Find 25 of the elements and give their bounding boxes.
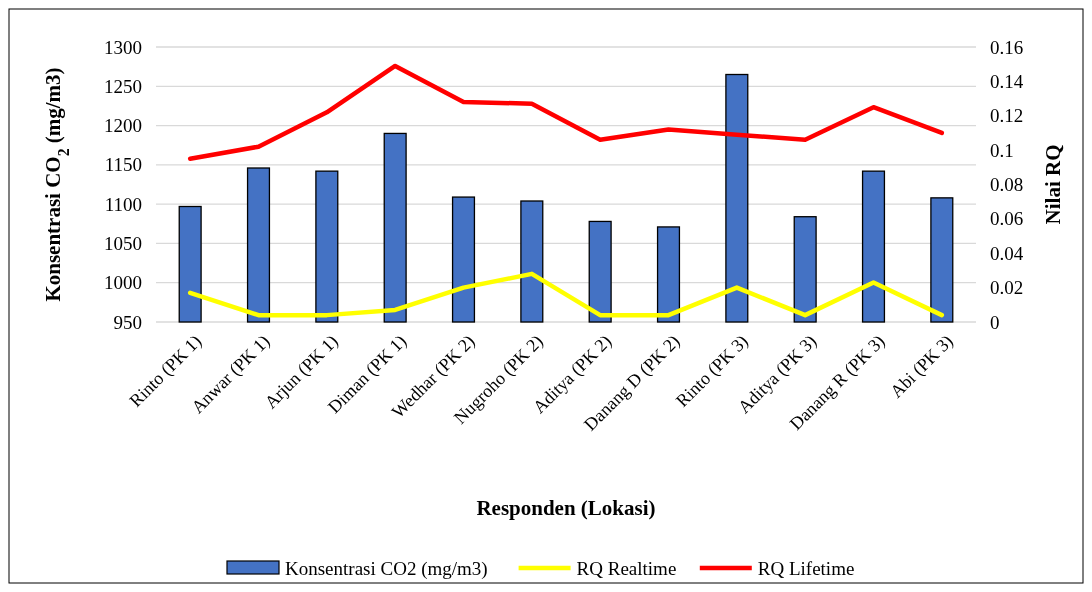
x-axis-title: Responden (Lokasi) <box>476 496 656 520</box>
y-tick-label: 1200 <box>104 115 142 137</box>
y-tick-label: 1150 <box>104 154 142 176</box>
legend-label: RQ Realtime <box>576 557 677 579</box>
y2-tick-label: 0.02 <box>990 277 1024 299</box>
y2-tick-label: 0.1 <box>990 139 1014 161</box>
y-tick-label: 1300 <box>104 36 142 58</box>
y2-tick-label: 0.14 <box>990 70 1024 92</box>
y-tick-label: 950 <box>113 311 142 333</box>
y-tick-label: 1250 <box>104 75 142 97</box>
line-series <box>187 63 945 161</box>
line-series <box>187 271 945 318</box>
legend-label: RQ Lifetime <box>757 557 855 579</box>
y2-tick-label: 0.16 <box>990 36 1024 58</box>
y2-tick-label: 0.04 <box>990 242 1024 264</box>
y-tick-label: 1000 <box>104 272 142 294</box>
legend-label: Konsentrasi CO2 (mg/m3) <box>285 557 488 580</box>
y2-tick-label: 0 <box>990 311 1000 333</box>
y-tick-label: 1050 <box>104 232 142 254</box>
y-tick-label: 1100 <box>104 193 142 215</box>
y2-axis-title: Nilai RQ <box>1041 144 1065 225</box>
y2-tick-label: 0.12 <box>990 105 1024 127</box>
x-tick-label: Abi (PK 3) <box>886 330 958 403</box>
y2-tick-label: 0.08 <box>990 174 1024 195</box>
y2-tick-label: 0.06 <box>990 208 1024 230</box>
